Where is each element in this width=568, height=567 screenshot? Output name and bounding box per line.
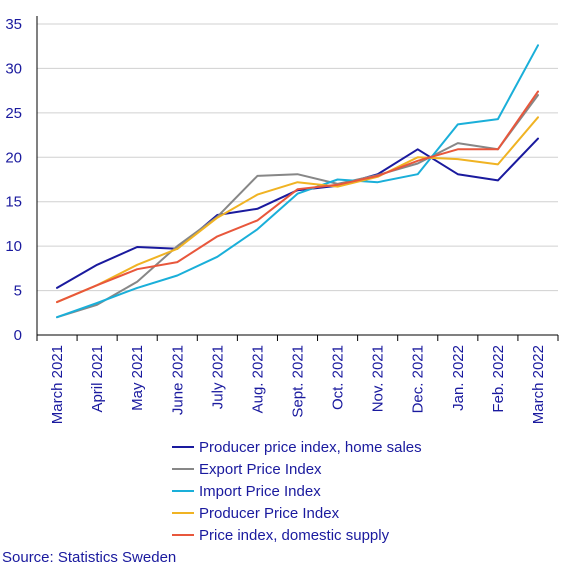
x-tick-label: Dec. 2021 bbox=[410, 345, 427, 413]
source-note: Source: Statistics Sweden bbox=[2, 549, 176, 566]
y-tick-label: 30 bbox=[5, 60, 22, 77]
series-line bbox=[56, 116, 539, 304]
y-tick-label: 20 bbox=[5, 149, 22, 166]
series-line bbox=[56, 90, 539, 304]
series-line bbox=[56, 44, 539, 319]
x-tick-label: Oct. 2021 bbox=[330, 345, 347, 410]
gridlines bbox=[37, 23, 558, 292]
x-tick-label: July 2021 bbox=[209, 345, 226, 409]
series-line bbox=[56, 94, 539, 319]
y-tick-label: 35 bbox=[5, 16, 22, 33]
x-tick-label: May 2021 bbox=[129, 345, 146, 411]
legend-label: Price index, domestic supply bbox=[199, 527, 390, 544]
x-tick-label: March 2022 bbox=[530, 345, 547, 424]
legend-label: Import Price Index bbox=[199, 483, 321, 500]
legend-label: Producer price index, home sales bbox=[199, 439, 422, 456]
y-tick-label: 0 bbox=[14, 327, 22, 344]
legend: Producer price index, home sales Export P… bbox=[172, 439, 422, 544]
y-tick-label: 10 bbox=[5, 238, 22, 255]
x-tick-label: Sept. 2021 bbox=[290, 345, 307, 418]
axes: 0 5 10 15 20 25 30 35 March 2021 April 2021 May 20… bbox=[5, 16, 559, 424]
x-tick-label: Aug. 2021 bbox=[249, 345, 266, 413]
x-tick-label: June 2021 bbox=[169, 345, 186, 415]
legend-label: Producer Price Index bbox=[199, 505, 340, 522]
x-tick-label: March 2021 bbox=[49, 345, 66, 424]
x-tick-label: April 2021 bbox=[89, 345, 106, 413]
x-tick-label: Jan. 2022 bbox=[450, 345, 467, 411]
y-tick-label: 15 bbox=[5, 194, 22, 211]
y-tick-label: 5 bbox=[14, 283, 22, 300]
x-tick-label: Nov. 2021 bbox=[370, 345, 387, 412]
series-lines bbox=[56, 44, 539, 319]
x-tick-label: Feb. 2022 bbox=[490, 345, 507, 413]
legend-label: Export Price Index bbox=[199, 461, 322, 478]
y-tick-label: 25 bbox=[5, 105, 22, 122]
